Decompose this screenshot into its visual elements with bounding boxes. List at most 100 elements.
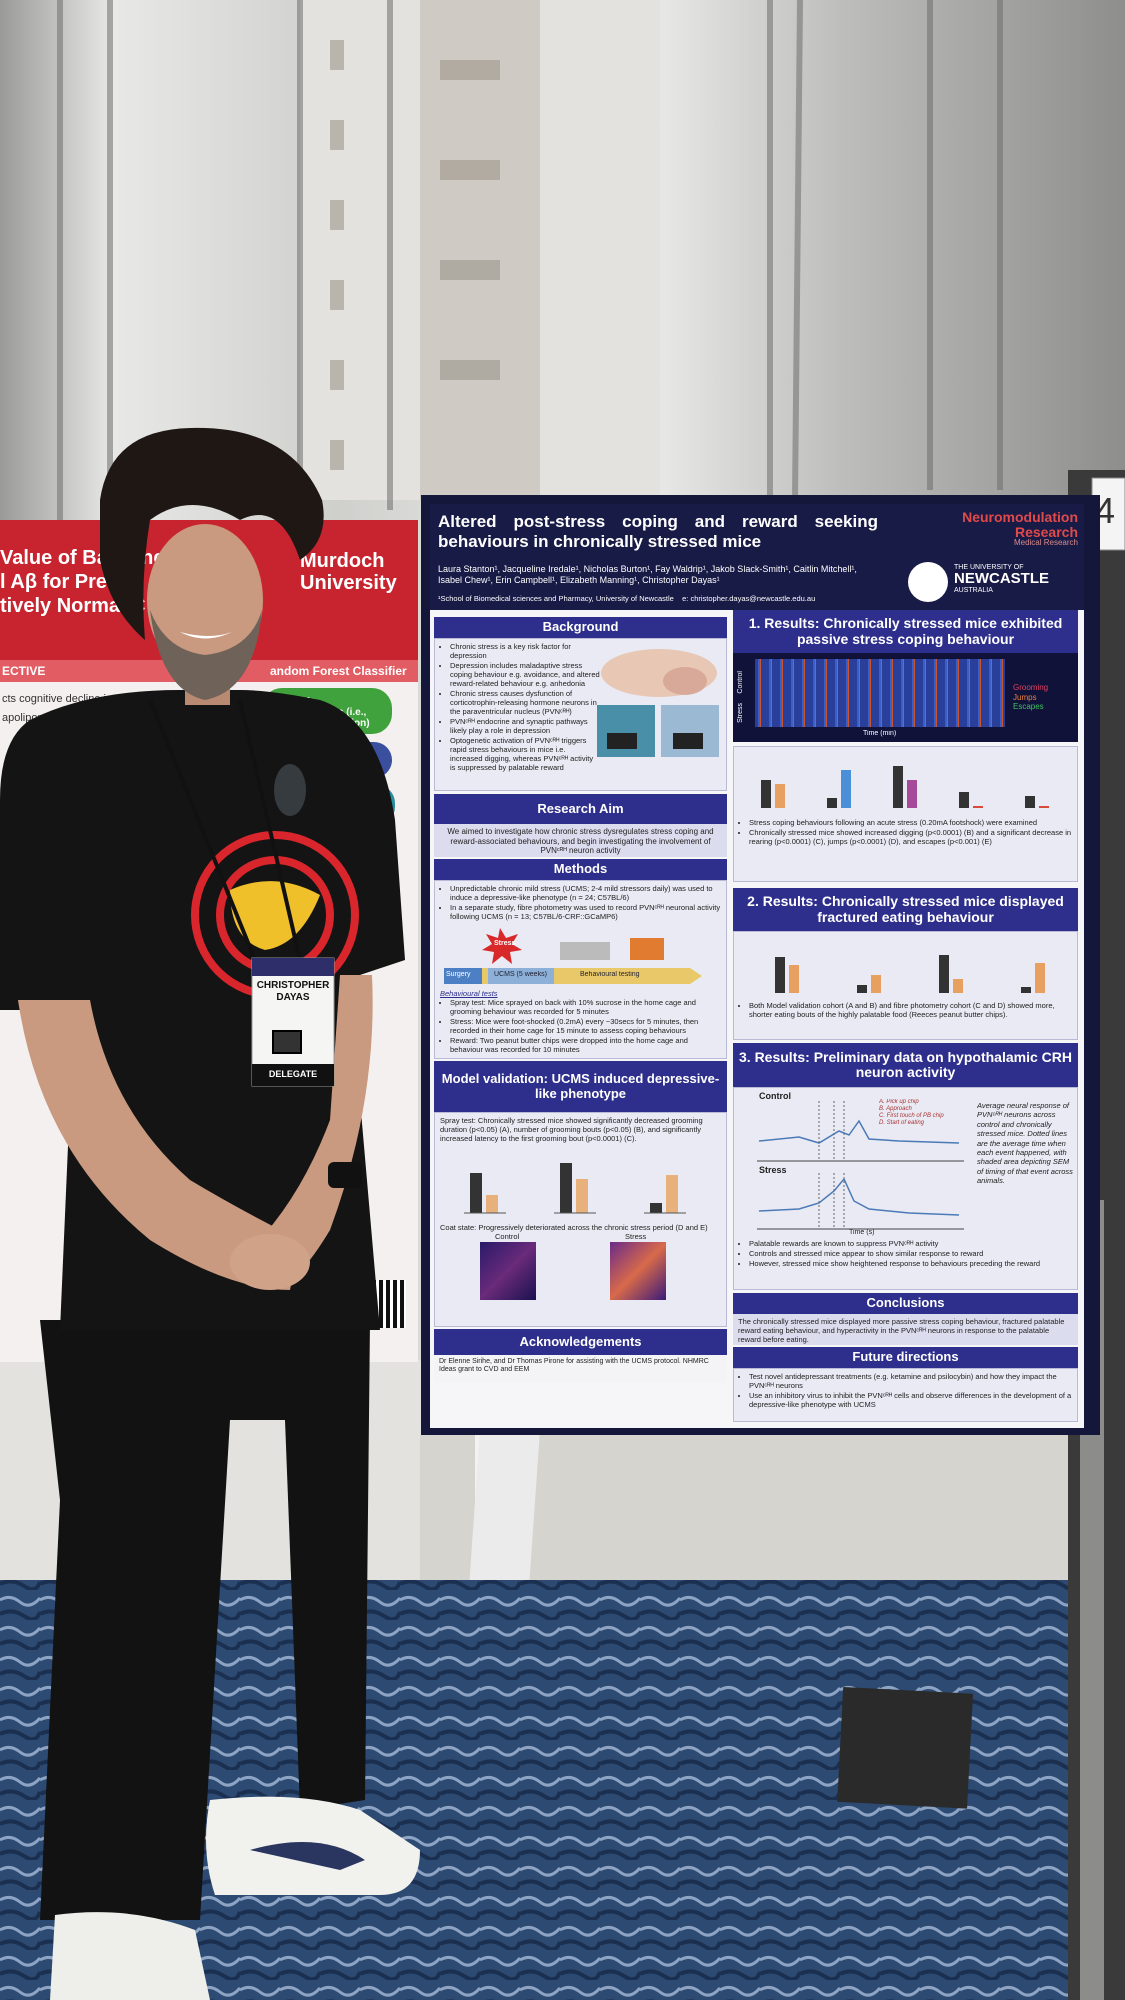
section-heading: Acknowledgements [434,1329,727,1355]
bullet-list: Test novel antidepressant treatments (e.… [739,1372,1072,1409]
bullet: apolipoprot [2,711,57,724]
logo-line: Murdoch [300,550,385,572]
bullet: Chronic stress is a key risk factor for … [450,642,600,660]
left-section-bar: ECTIVE andom Forest Classifier [0,660,418,682]
bullet-list: Stress coping behaviours following an ac… [739,818,1072,846]
bullet: Reward: Two peanut butter chips were dro… [450,1036,721,1054]
neuromodulation-logo: Neuromodulation Research Medical Researc… [900,510,1078,556]
bullet: Test novel antidepressant treatments (e.… [749,1372,1072,1390]
title-line: tively Normal C [0,595,146,617]
ethogram-raster [755,659,1005,727]
validation-text: Coat state: Progressively deteriorated a… [440,1223,708,1232]
panel-label: Control [759,1091,791,1101]
main-poster: Altered post-stress coping and reward se… [430,504,1084,1428]
legend-entry: Grooming [1013,683,1049,692]
results2-section: Both Model validation cohort (A and B) a… [733,931,1078,1040]
bullet: Both Model validation cohort (A and B) a… [749,1001,1072,1019]
model-pill [345,785,395,825]
bullet: PVNᶜᴿᴴ endocrine and synaptic pathways l… [450,717,600,735]
row-label: Control [737,671,744,694]
bullet-list: Unpredictable chronic mild stress (UCMS;… [440,884,721,921]
background-figure [597,649,719,757]
newcastle-crest [908,562,948,602]
timeline-label: Stress [494,940,516,947]
future-section: Test novel antidepressant treatments (e.… [733,1368,1078,1422]
poster-authors: Laura Stanton¹, Jacqueline Iredale¹, Nic… [438,564,857,586]
section-heading: Future directions [733,1347,1078,1368]
acknowledgements-text: Dr Elenne Sirihe, and Dr Thomas Pirone f… [434,1355,727,1383]
event: C. First touch of PB chip [879,1112,944,1119]
legend-entry: Jumps [1013,692,1037,702]
logo-line: Research [1014,523,1078,540]
left-poster: Value of Baseline l Aβ for Predict tivel… [0,520,418,1362]
timeline-label: Behavioural testing [580,971,640,978]
logo-line: THE UNIVERSITY OF [954,564,1024,571]
section-heading: Model validation: UCMS induced depressiv… [434,1061,727,1112]
bullet: Stress: Mice were foot-shocked (0.2mA) e… [450,1017,721,1035]
event: D. Start of eating [879,1119,925,1126]
heatmap-label: Stress [625,1232,647,1241]
event-list: A. Pick up chip B. Approach C. First tou… [879,1099,944,1127]
logo-line: AUSTRALIA [954,587,993,595]
model-pill [345,830,395,870]
bullet: Unpredictable chronic mild stress (UCMS;… [450,884,721,902]
legend: Grooming Jumps Escapes [1013,683,1048,712]
bullet: Use an inhibitory virus to inhibit the P… [749,1391,1072,1409]
bullet: However, stressed mice show heightened r… [749,1259,1072,1268]
badge-role: DELEGATE [268,1069,318,1079]
bullet: Palatable rewards are known to suppress … [749,1239,1072,1248]
title-line: Value of Baseline [0,547,165,569]
timeline-label: UCMS (5 weeks) [494,971,547,978]
axis-label: Time (min) [863,730,897,737]
section-heading: Research Aim [434,794,727,824]
event: B. Approach [879,1105,912,1112]
photometry-figure: Control Stress Time (s) A. Pick up chip … [739,1091,1073,1239]
heatmap [480,1242,536,1300]
section-heading: Background [434,617,727,638]
bullet: Spray test: Mice sprayed on back with 10… [450,998,721,1016]
timeline-art [444,928,702,984]
results1-section: Stress coping behaviours following an ac… [733,746,1078,882]
panel-label: Stress [759,1165,787,1175]
event: A. Pick up chip [879,1099,919,1105]
left-poster-header: Value of Baseline l Aβ for Predict tivel… [0,520,418,660]
validation-bars [464,1163,686,1214]
figure-note: Average neural response of PVNᶜᴿᴴ neuron… [977,1101,1073,1185]
heatmap [610,1242,666,1300]
results2-bars [775,955,1045,993]
poster-header: Altered post-stress coping and reward se… [430,504,1084,610]
model-pill: Model 1: Demographics (i.e., age, sex, e… [262,688,392,734]
bullet-list: Palatable rewards are known to suppress … [739,1239,1072,1268]
logo-line: NEWCASTLE [954,570,1049,588]
badge-first-name: CHRISTOPHER [256,980,330,991]
methods-section: Unpredictable chronic mild stress (UCMS;… [434,880,727,1059]
row-label: Stress [737,703,744,723]
coat-heatmaps: Control Stress [440,1232,721,1312]
results1-bars [761,766,1049,808]
section-heading: 3. Results: Preliminary data on hypothal… [733,1043,1078,1087]
tests-heading: Behavioural tests [440,989,498,998]
photometry-traces [757,1101,964,1230]
conclusions-text: The chronically stressed mice displayed … [733,1314,1078,1345]
poster-title: Altered post-stress coping and reward se… [438,512,878,552]
stand-number: 4 [1095,490,1116,531]
bullet: Stress coping behaviours following an ac… [749,818,1072,827]
legend-entry: Escapes [1013,702,1044,712]
bullet: Optogenetic activation of PVNᶜᴿᴴ trigger… [450,736,600,772]
left-bullets: cts cognitive decline in apolipoprot [2,690,122,727]
qr-code [358,1280,406,1328]
results3-section: Control Stress Time (s) A. Pick up chip … [733,1087,1078,1290]
section-label: ECTIVE [2,664,46,678]
ethogram: Control Stress Time (min) Grooming Jumps… [733,653,1078,742]
badge-name: CHRISTOPHER DAYAS [252,980,334,1004]
logo-line: University [300,572,397,594]
bullet: Controls and stressed mice appear to sho… [749,1249,1072,1258]
section-heading: Conclusions [733,1293,1078,1314]
murdoch-logo: Murdoch University [300,550,410,594]
bullet-list: Both Model validation cohort (A and B) a… [739,1001,1072,1019]
methods-timeline: Surgery Stress UCMS (5 weeks) Behavioura… [440,924,721,986]
background-section: Chronic stress is a key risk factor for … [434,638,727,791]
bullet: cts cognitive decline in [2,693,113,705]
left-poster-title: Value of Baseline l Aβ for Predict tivel… [0,546,285,618]
